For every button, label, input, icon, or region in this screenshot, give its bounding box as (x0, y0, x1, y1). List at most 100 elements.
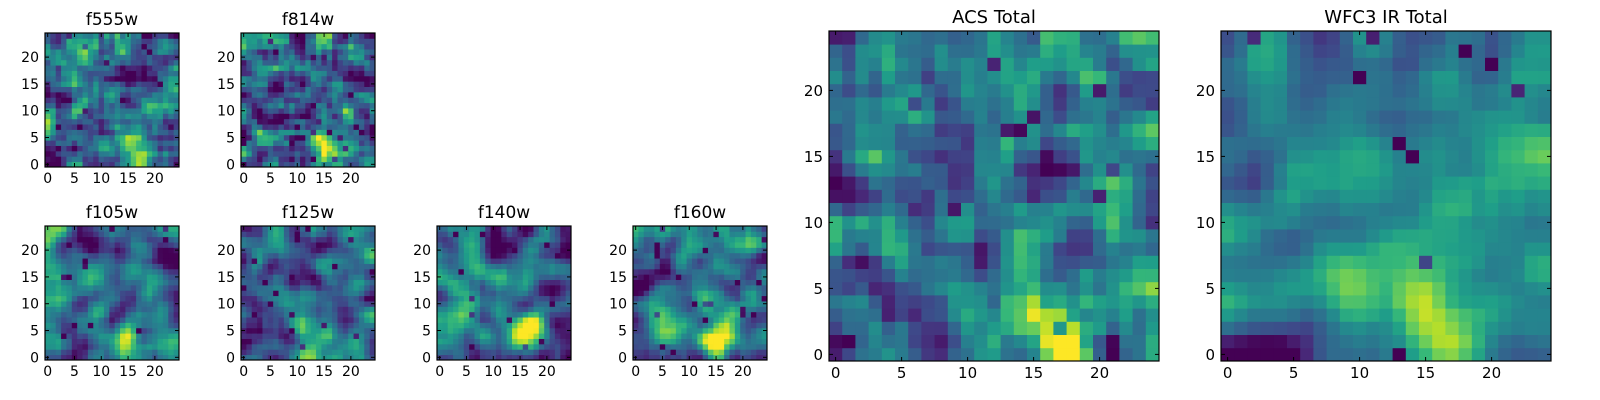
heatmap-cell (125, 247, 132, 254)
heatmap-cell (125, 306, 132, 313)
heatmap-cell (152, 70, 158, 77)
heatmap-cell (316, 322, 322, 329)
heatmap-cell (162, 43, 169, 50)
heatmap-cell (974, 321, 988, 335)
heatmap-cell (130, 33, 137, 39)
heatmap-cell (141, 327, 148, 334)
heatmap-cell (93, 134, 99, 141)
heatmap-cell (495, 247, 502, 254)
heatmap-cell (278, 284, 285, 291)
heatmap-cell (98, 333, 105, 339)
heatmap-cell (87, 156, 94, 163)
heatmap-cell (855, 295, 869, 309)
heatmap-cell (130, 129, 137, 136)
heatmap-cell (1221, 163, 1235, 177)
heatmap-cell (1419, 281, 1433, 296)
heatmap-cell (1093, 97, 1107, 111)
heatmap-cell (686, 284, 693, 291)
heatmap-cell (342, 252, 349, 259)
heatmap-cell (842, 176, 856, 190)
heatmap-cell (1000, 255, 1015, 269)
heatmap-cell (114, 124, 121, 130)
heatmap-cell (130, 290, 137, 297)
heatmap-cell (130, 49, 137, 55)
heatmap-cell (316, 301, 322, 307)
heatmap-cell (310, 252, 317, 259)
heatmap-cell (332, 97, 338, 104)
heatmap-cell (82, 349, 89, 356)
heatmap-cell (103, 91, 110, 98)
heatmap-cell (321, 231, 328, 238)
heatmap-cell (348, 236, 354, 243)
heatmap-cell (87, 349, 94, 356)
heatmap-cell (283, 231, 290, 238)
heatmap-cell (447, 327, 454, 334)
heatmap-cell (82, 156, 89, 163)
heatmap-cell (82, 129, 89, 136)
heatmap-cell (305, 301, 312, 307)
heatmap-cell (654, 301, 661, 307)
panel-title: f105w (86, 203, 138, 223)
heatmap-cell (479, 333, 486, 339)
heatmap-cell (829, 229, 843, 243)
heatmap-cell (1392, 281, 1407, 296)
heatmap-cell (310, 75, 317, 82)
heatmap-cell (130, 247, 137, 254)
heatmap-cell (66, 343, 73, 350)
heatmap-cell (267, 81, 274, 87)
heatmap-cell (364, 33, 371, 39)
heatmap-cell (934, 321, 949, 335)
heatmap-cell (342, 354, 349, 361)
heatmap-cell (713, 274, 720, 280)
heatmap-cell (353, 333, 360, 339)
heatmap-cell (702, 247, 709, 254)
heatmap-cell (61, 343, 67, 350)
heatmap-cell (273, 70, 279, 77)
heatmap-cell (665, 301, 671, 307)
heatmap-cell (453, 354, 459, 361)
heatmap-cell (729, 236, 736, 243)
heatmap-cell (560, 268, 567, 275)
heatmap-cell (332, 295, 338, 302)
heatmap-cell (125, 290, 132, 297)
heatmap-cell (358, 86, 365, 93)
heatmap-cell (369, 338, 376, 345)
heatmap-cell (321, 263, 328, 270)
heatmap-cell (947, 281, 962, 296)
heatmap-cell (294, 327, 301, 334)
heatmap-cell (337, 118, 344, 125)
heatmap-cell (895, 321, 909, 335)
heatmap-cell (45, 258, 51, 264)
heatmap-cell (342, 231, 349, 238)
y-tick-label: 15 (609, 270, 627, 286)
heatmap-cell (283, 140, 290, 146)
heatmap-cell (750, 226, 757, 232)
heatmap-cell (702, 301, 709, 307)
heatmap-cell (1040, 176, 1054, 190)
heatmap-cell (1458, 268, 1473, 283)
heatmap-cell (55, 145, 62, 152)
heatmap-cell (93, 161, 99, 168)
heatmap-cell (162, 311, 169, 318)
heatmap-cell (1040, 136, 1054, 151)
heatmap-cell (71, 156, 78, 163)
heatmap-cell (71, 108, 78, 114)
heatmap-cell (109, 108, 116, 114)
heatmap-cell (665, 343, 671, 350)
heatmap-cell (1079, 321, 1094, 335)
heatmap-cell (1000, 97, 1015, 111)
heatmap-cell (173, 156, 180, 163)
heatmap-cell (458, 263, 465, 270)
heatmap-cell (305, 49, 312, 55)
heatmap-cell (353, 284, 360, 291)
heatmap-cell (103, 70, 110, 77)
heatmap-cell (974, 70, 988, 85)
heatmap-cell (157, 49, 164, 55)
heatmap-cell (681, 343, 687, 350)
heatmap-cell (103, 290, 110, 297)
heatmap-cell (342, 65, 349, 71)
heatmap-cell (342, 134, 349, 141)
heatmap-cell (1132, 136, 1147, 151)
heatmap-cell (55, 65, 62, 71)
heatmap-cell (490, 231, 497, 238)
